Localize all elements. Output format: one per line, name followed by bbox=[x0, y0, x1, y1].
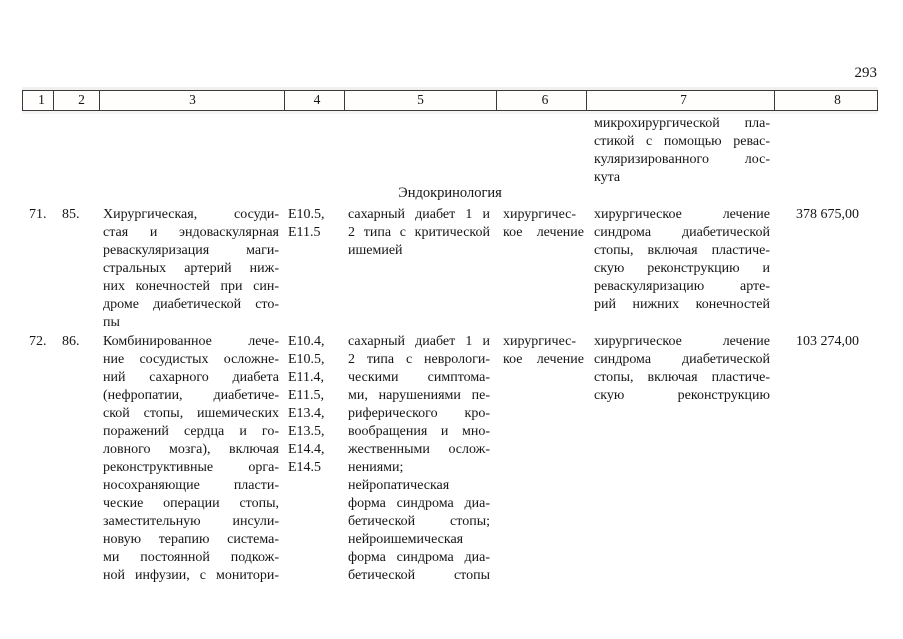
cell-row-number: 72. bbox=[29, 334, 47, 349]
table-header-row: 1 2 3 4 5 6 7 8 bbox=[22, 90, 878, 111]
column-header-3: 3 bbox=[99, 91, 284, 110]
cell-icd-codes: E10.5, E11.5 bbox=[288, 207, 325, 240]
cell-treatment-type: хирургичес- кое лечение bbox=[503, 334, 584, 367]
column-header-8: 8 bbox=[774, 91, 877, 110]
cell-item-number: 86. bbox=[62, 334, 80, 349]
cell-treatment-description: микрохирургической пла- стикой с помощью… bbox=[594, 116, 770, 185]
cell-row-number: 71. bbox=[29, 207, 47, 222]
cell-treatment-name: Комбинированное лече- ние сосудистых осл… bbox=[103, 334, 279, 583]
table-row-continuation: микрохирургической пла- стикой с помощью… bbox=[22, 115, 878, 187]
column-header-1: 1 bbox=[38, 92, 45, 107]
cell-diagnosis: сахарный диабет 1 и 2 типа с неврологи- … bbox=[348, 334, 490, 583]
cell-icd-codes: E10.4, E10.5, E11.4, E11.5, E13.4, E13.5… bbox=[288, 334, 325, 475]
column-header-2: 2 bbox=[53, 91, 99, 110]
cell-treatment-type: хирургичес- кое лечение bbox=[503, 207, 584, 240]
table-row: 71. 85. Хирургическая, сосуди- стая и эн… bbox=[22, 206, 878, 332]
section-title: Эндокринология bbox=[398, 185, 502, 201]
table-row: 72. 86. Комбинированное лече- ние сосуди… bbox=[22, 333, 878, 585]
cell-treatment-description: хирургическое лечение синдрома диабетиче… bbox=[594, 334, 770, 403]
page-number: 293 bbox=[854, 65, 878, 81]
column-header-4: 4 bbox=[284, 91, 344, 110]
column-header-7: 7 bbox=[586, 91, 774, 110]
cell-diagnosis: сахарный диабет 1 и 2 типа с критической… bbox=[348, 207, 490, 258]
cell-item-number: 85. bbox=[62, 207, 80, 222]
column-header-5: 5 bbox=[344, 91, 496, 110]
cell-treatment-name: Хирургическая, сосуди- стая и эндоваскул… bbox=[103, 207, 279, 330]
cell-treatment-description: хирургическое лечение синдрома диабетиче… bbox=[594, 207, 770, 312]
cell-price: 378 675,00 bbox=[796, 207, 859, 222]
cell-price: 103 274,00 bbox=[796, 334, 859, 349]
column-header-6: 6 bbox=[496, 91, 586, 110]
